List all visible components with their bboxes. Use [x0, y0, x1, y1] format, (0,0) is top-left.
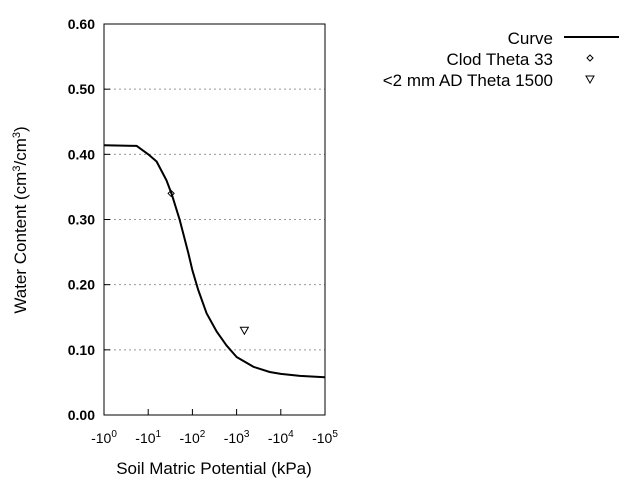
x-tick-exponent: 4 [288, 429, 294, 440]
curve-line [103, 144, 326, 379]
y-tick-label: 0.30 [68, 212, 95, 228]
series-layer [103, 144, 326, 379]
data-point-triangle [239, 326, 250, 336]
legend-label-curve: Curve [508, 29, 553, 48]
x-tick-label: -105 [312, 429, 338, 446]
legend-swatch-diamond [586, 54, 594, 62]
x-tick-label: -104 [268, 429, 294, 446]
legend: Curve Clod Theta 33 <2 mm AD Theta 1500 [383, 29, 619, 90]
legend-label-clod: Clod Theta 33 [447, 50, 553, 69]
x-tick-exponent: 2 [200, 429, 206, 440]
y-tick-label: 0.60 [68, 16, 95, 32]
y-tick-label: 0.20 [68, 277, 95, 293]
data-point-diamond [167, 189, 175, 198]
x-tick-base: -10 [180, 430, 200, 446]
x-axis: -100 -101 -102 -103 -104 -105 [91, 409, 338, 446]
x-axis-label: Soil Matric Potential (kPa) [116, 459, 312, 478]
legend-swatch-triangle [585, 75, 595, 85]
x-tick-label: -100 [91, 429, 117, 446]
x-tick-exponent: 0 [111, 429, 117, 440]
y-tick-label: 0.40 [68, 146, 95, 162]
x-tick-label: -102 [180, 429, 206, 446]
y-axis: 0.00 0.10 0.20 0.30 0.40 0.50 0.60 [68, 16, 110, 423]
legend-label-ad: <2 mm AD Theta 1500 [383, 71, 553, 90]
x-tick-exponent: 3 [244, 429, 250, 440]
gridlines [104, 88, 325, 351]
x-tick-base: -10 [312, 430, 332, 446]
x-tick-exponent: 5 [332, 429, 338, 440]
x-tick-base: -10 [135, 430, 155, 446]
x-tick-label: -103 [224, 429, 250, 446]
x-tick-base: -10 [268, 430, 288, 446]
x-tick-label: -101 [135, 429, 161, 446]
y-tick-label: 0.50 [68, 81, 95, 97]
x-tick-exponent: 1 [156, 429, 162, 440]
x-tick-base: -10 [91, 430, 111, 446]
y-tick-label: 0.10 [68, 342, 95, 358]
x-tick-base: -10 [224, 430, 244, 446]
y-axis-label: Water Content (cm3/cm3) [11, 126, 30, 313]
y-tick-label: 0.00 [68, 407, 95, 423]
